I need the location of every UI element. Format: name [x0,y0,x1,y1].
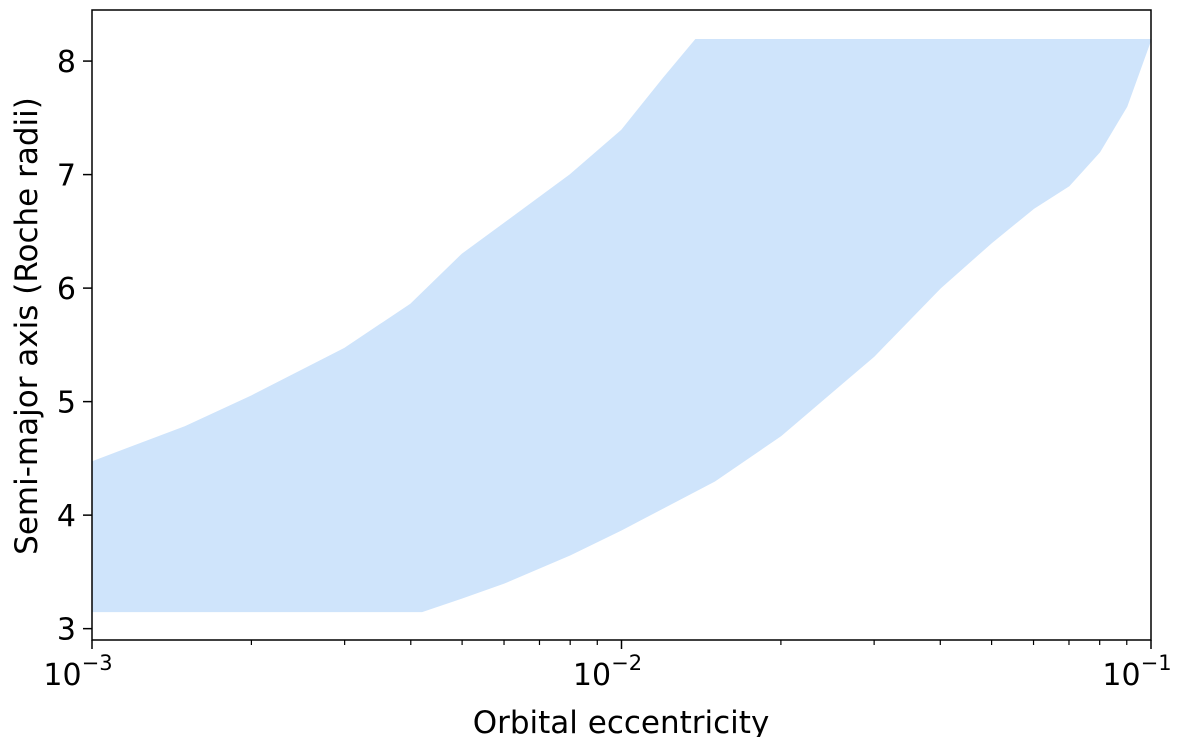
x-tick-label-1: 10−2 [573,651,642,693]
y-tick-label-1: 4 [57,499,76,534]
x-tick-exponent: −2 [611,651,642,675]
shaded-region-0 [91,39,1152,613]
y-tick-label-5: 8 [57,45,76,80]
x-tick-label-0: 10−3 [43,651,112,693]
y-tick-label-0: 3 [57,613,76,648]
x-tick-exponent: −3 [82,651,113,675]
x-tick-exponent: −1 [1141,651,1172,675]
x-tick-label-2: 10−1 [1102,651,1171,693]
x-axis-label: Orbital eccentricity [473,705,770,737]
y-axis-label: Semi-major axis (Roche radii) [9,97,45,555]
y-tick-label-2: 5 [57,386,76,421]
y-tick-label-3: 6 [57,272,76,307]
y-tick-label-4: 7 [57,159,76,194]
